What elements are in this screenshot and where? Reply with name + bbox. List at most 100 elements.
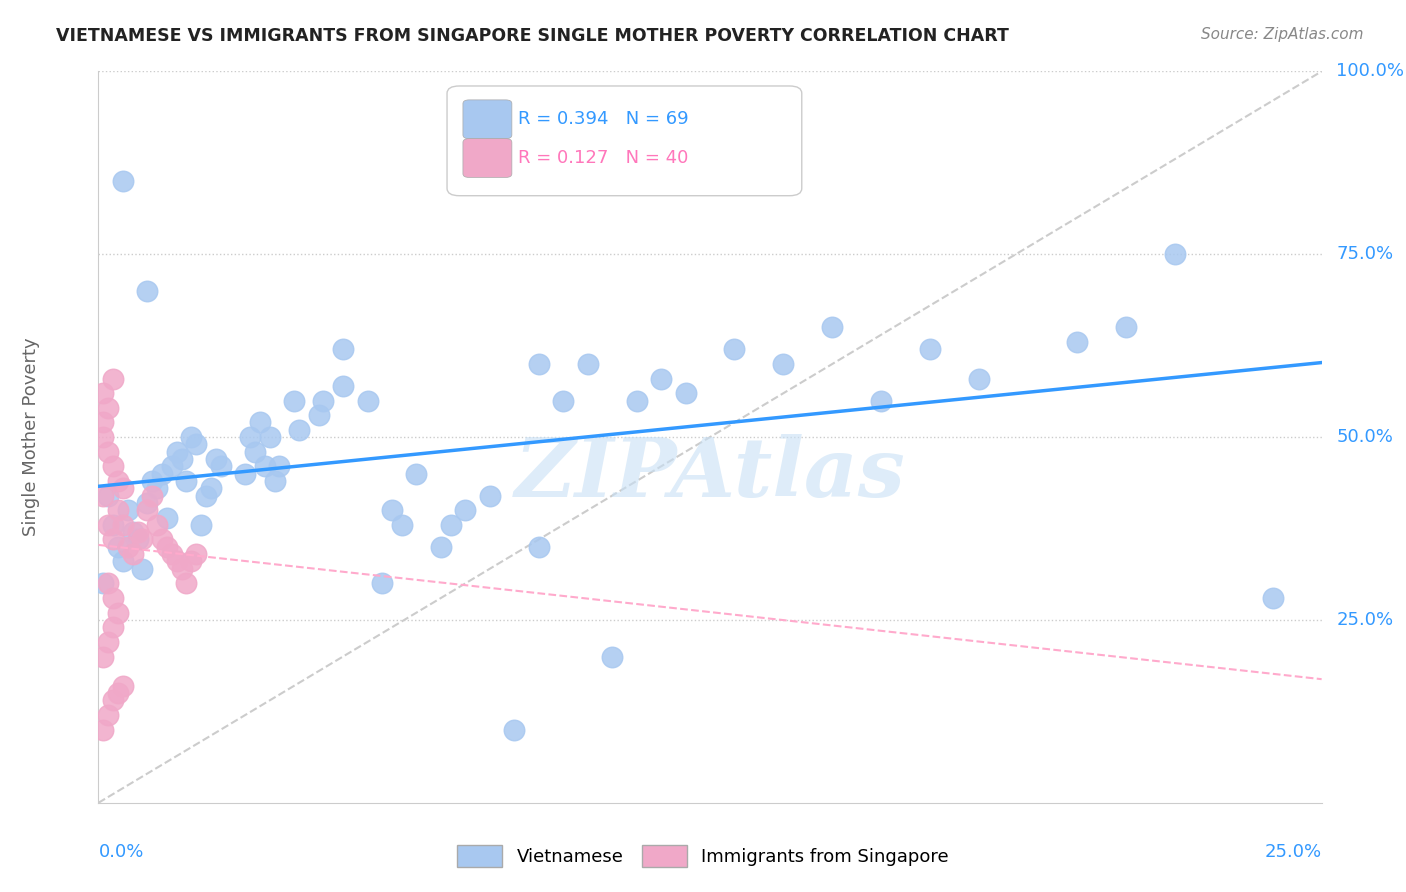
Point	[127, 525, 149, 540]
Point	[107, 686, 129, 700]
Point	[97, 708, 120, 723]
Point	[503, 723, 526, 737]
Point	[576, 357, 599, 371]
Point	[136, 503, 159, 517]
Point	[332, 343, 354, 357]
Point	[176, 576, 198, 591]
Point	[91, 649, 114, 664]
Point	[107, 503, 129, 517]
Point	[195, 489, 218, 503]
Point	[440, 517, 463, 532]
Point	[821, 320, 844, 334]
Point	[650, 371, 672, 385]
Point	[626, 393, 648, 408]
Point	[146, 481, 169, 495]
Point	[675, 386, 697, 401]
Point	[186, 547, 208, 561]
Point	[141, 474, 163, 488]
Point	[146, 517, 169, 532]
Point	[97, 576, 120, 591]
Point	[97, 444, 120, 458]
Point	[176, 474, 198, 488]
Point	[170, 562, 193, 576]
Point	[101, 591, 124, 605]
Point	[97, 489, 120, 503]
Point	[121, 525, 143, 540]
Text: 25.0%: 25.0%	[1336, 611, 1393, 629]
Point	[332, 379, 354, 393]
Point	[454, 503, 477, 517]
FancyBboxPatch shape	[463, 100, 512, 138]
Point	[405, 467, 427, 481]
Point	[243, 444, 266, 458]
Point	[269, 459, 291, 474]
Point	[1261, 591, 1284, 605]
Point	[107, 540, 129, 554]
Point	[111, 481, 134, 495]
Point	[166, 554, 188, 568]
Point	[101, 620, 124, 634]
Point	[870, 393, 893, 408]
Point	[91, 723, 114, 737]
Point	[1066, 334, 1088, 349]
Point	[91, 430, 114, 444]
Point	[111, 554, 134, 568]
Point	[107, 474, 129, 488]
Text: VIETNAMESE VS IMMIGRANTS FROM SINGAPORE SINGLE MOTHER POVERTY CORRELATION CHART: VIETNAMESE VS IMMIGRANTS FROM SINGAPORE …	[56, 27, 1010, 45]
Point	[253, 459, 276, 474]
Point	[190, 517, 212, 532]
Point	[920, 343, 942, 357]
Point	[200, 481, 222, 495]
Point	[430, 540, 453, 554]
Text: Single Mother Poverty: Single Mother Poverty	[22, 338, 41, 536]
Text: 25.0%: 25.0%	[1264, 843, 1322, 861]
Point	[166, 444, 188, 458]
Point	[101, 693, 124, 707]
Point	[111, 679, 134, 693]
Point	[156, 510, 179, 524]
Point	[600, 649, 623, 664]
Text: 75.0%: 75.0%	[1336, 245, 1393, 263]
Point	[772, 357, 794, 371]
Point	[288, 423, 311, 437]
Point	[180, 554, 202, 568]
Point	[527, 540, 550, 554]
Point	[160, 459, 183, 474]
FancyBboxPatch shape	[463, 138, 512, 178]
Point	[967, 371, 990, 385]
Point	[117, 503, 139, 517]
Point	[263, 474, 285, 488]
Point	[97, 401, 120, 415]
Point	[91, 576, 114, 591]
Point	[312, 393, 335, 408]
Point	[371, 576, 394, 591]
Point	[205, 452, 228, 467]
Point	[127, 533, 149, 547]
Point	[180, 430, 202, 444]
Point	[91, 489, 114, 503]
Point	[150, 467, 173, 481]
Point	[259, 430, 281, 444]
Point	[101, 533, 124, 547]
Point	[131, 562, 153, 576]
Point	[101, 371, 124, 385]
Point	[356, 393, 378, 408]
Legend: Vietnamese, Immigrants from Singapore: Vietnamese, Immigrants from Singapore	[450, 838, 956, 874]
Text: R = 0.394   N = 69: R = 0.394 N = 69	[517, 110, 689, 128]
Point	[91, 416, 114, 430]
Text: 50.0%: 50.0%	[1336, 428, 1393, 446]
Point	[249, 416, 271, 430]
Point	[141, 489, 163, 503]
Point	[1164, 247, 1187, 261]
Point	[97, 635, 120, 649]
Point	[121, 547, 143, 561]
Point	[478, 489, 501, 503]
Point	[107, 606, 129, 620]
Text: ZIPAtlas: ZIPAtlas	[515, 434, 905, 514]
Point	[91, 386, 114, 401]
Point	[527, 357, 550, 371]
Text: R = 0.127   N = 40: R = 0.127 N = 40	[517, 149, 689, 167]
Point	[117, 540, 139, 554]
Point	[156, 540, 179, 554]
Point	[308, 408, 330, 422]
